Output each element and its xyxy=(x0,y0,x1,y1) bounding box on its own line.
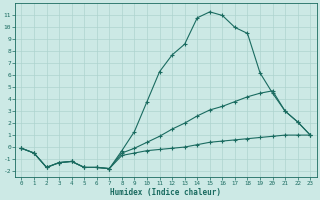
X-axis label: Humidex (Indice chaleur): Humidex (Indice chaleur) xyxy=(110,188,221,197)
